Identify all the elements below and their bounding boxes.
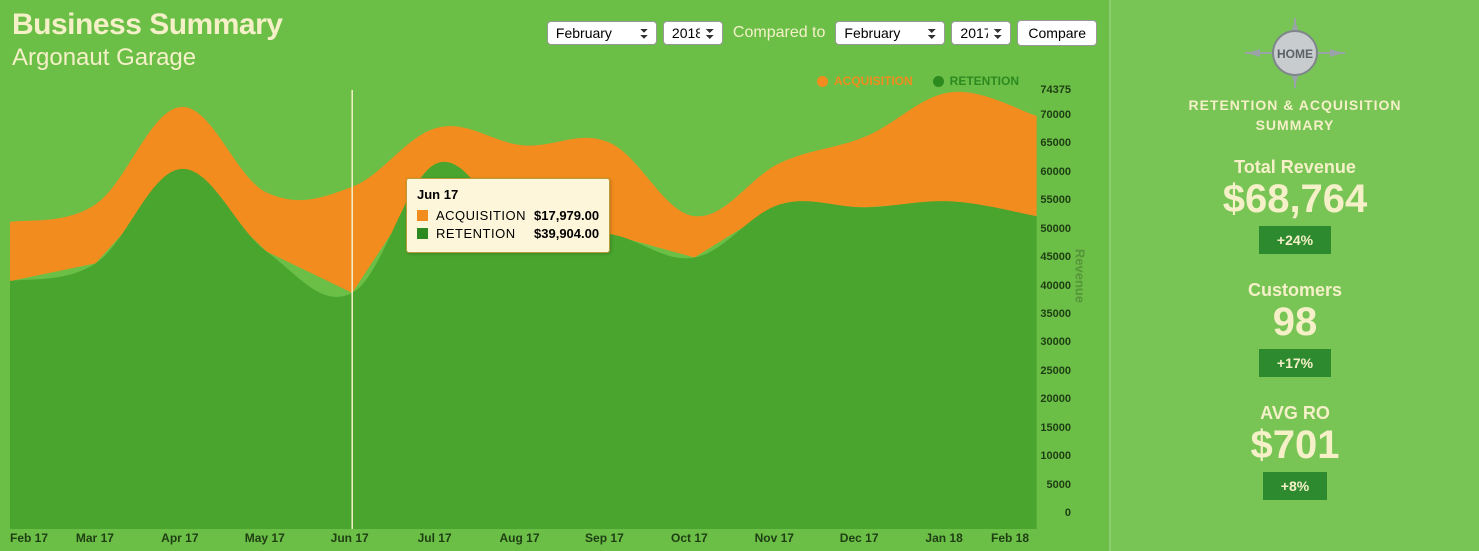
legend-retention[interactable]: RETENTION [933, 74, 1019, 88]
x-tick-label: Oct 17 [671, 531, 708, 545]
metric-value: $701 [1251, 424, 1340, 466]
y-tick-label: 25000 [1040, 365, 1071, 377]
tooltip-acq-label: ACQUISITION [436, 208, 526, 223]
x-tick-label: Feb 18 [991, 531, 1029, 545]
metric-value: 98 [1248, 301, 1342, 343]
y-tick-label: 0 [1065, 507, 1071, 519]
month-a-select[interactable]: February [547, 21, 657, 45]
year-a-select[interactable]: 2018 [663, 21, 723, 45]
x-tick-label: Sep 17 [585, 531, 624, 545]
main-panel: Business Summary Argonaut Garage Februar… [0, 0, 1109, 551]
area-chart-svg [10, 90, 1097, 529]
compare-controls: February 2018 Compared to February 2017 … [547, 20, 1097, 46]
tooltip-title: Jun 17 [417, 187, 599, 202]
x-tick-label: Mar 17 [76, 531, 114, 545]
metric-customers: Customers 98 +17% [1248, 280, 1342, 377]
circle-icon [933, 76, 944, 87]
metric-avg-ro: AVG RO $701 +8% [1251, 403, 1340, 500]
metric-value: $68,764 [1223, 178, 1368, 220]
y-tick-label: 55000 [1040, 194, 1071, 206]
y-tick-label: 35000 [1040, 308, 1071, 320]
metric-badge: +24% [1259, 226, 1331, 254]
y-tick-label: 20000 [1040, 393, 1071, 405]
month-b-select[interactable]: February [835, 21, 945, 45]
x-tick-label: Jul 17 [418, 531, 452, 545]
metric-label: Total Revenue [1223, 157, 1368, 178]
chart-tooltip: Jun 17 ACQUISITION $17,979.00 RETENTION … [406, 178, 610, 253]
summary-heading-line2: SUMMARY [1256, 117, 1335, 133]
x-tick-label: Feb 17 [10, 531, 48, 545]
tooltip-acq-value: $17,979.00 [534, 208, 599, 223]
summary-sidebar: HOME RETENTION & ACQUISITION SUMMARY Tot… [1109, 0, 1479, 551]
tooltip-row-retention: RETENTION $39,904.00 [417, 226, 599, 241]
year-b-select[interactable]: 2017 [951, 21, 1011, 45]
y-tick-label: 45000 [1040, 251, 1071, 263]
x-tick-label: Dec 17 [840, 531, 879, 545]
y-tick-label: 50000 [1040, 223, 1071, 235]
y-tick-label: 40000 [1040, 280, 1071, 292]
circle-icon [817, 76, 828, 87]
tooltip-row-acquisition: ACQUISITION $17,979.00 [417, 208, 599, 223]
svg-text:HOME: HOME [1277, 47, 1313, 61]
x-tick-label: Apr 17 [161, 531, 198, 545]
metric-badge: +8% [1263, 472, 1327, 500]
header-row: Business Summary Argonaut Garage Februar… [12, 8, 1097, 72]
compare-button[interactable]: Compare [1017, 20, 1097, 46]
x-tick-label: Nov 17 [755, 531, 794, 545]
y-tick-label: 5000 [1047, 479, 1071, 491]
legend-retention-label: RETENTION [950, 74, 1019, 88]
page-title: Business Summary [12, 8, 282, 42]
square-icon [417, 210, 428, 221]
metric-label: AVG RO [1251, 403, 1340, 424]
page-subtitle: Argonaut Garage [12, 44, 282, 72]
x-tick-label: May 17 [245, 531, 285, 545]
y-axis-title: Revenue [1072, 248, 1087, 302]
home-logo[interactable]: HOME [1245, 18, 1345, 88]
x-tick-label: Aug 17 [499, 531, 539, 545]
legend-acquisition-label: ACQUISITION [834, 74, 913, 88]
y-tick-label: 10000 [1040, 450, 1071, 462]
y-tick-label: 70000 [1040, 109, 1071, 121]
summary-heading-line1: RETENTION & ACQUISITION [1188, 97, 1401, 113]
chart-legend: ACQUISITION RETENTION [817, 74, 1019, 88]
y-tick-label: 74375 [1040, 84, 1071, 96]
chart-area[interactable] [10, 90, 1097, 529]
x-axis-labels: Feb 17 Mar 17 Apr 17 May 17 Jun 17 Jul 17 Aug … [10, 531, 1029, 547]
metric-badge: +17% [1259, 349, 1331, 377]
metric-total-revenue: Total Revenue $68,764 +24% [1223, 157, 1368, 254]
compared-to-label: Compared to [733, 24, 826, 42]
legend-acquisition[interactable]: ACQUISITION [817, 74, 913, 88]
title-block: Business Summary Argonaut Garage [12, 8, 282, 72]
square-icon [417, 228, 428, 239]
x-tick-label: Jun 17 [331, 531, 369, 545]
metric-label: Customers [1248, 280, 1342, 301]
y-tick-label: 15000 [1040, 422, 1071, 434]
y-tick-label: 65000 [1040, 137, 1071, 149]
compass-home-icon: HOME [1245, 18, 1345, 88]
summary-heading: RETENTION & ACQUISITION SUMMARY [1188, 96, 1401, 135]
y-tick-label: 60000 [1040, 166, 1071, 178]
y-tick-label: 30000 [1040, 336, 1071, 348]
y-axis-labels: 0500010000150002000025000300003500040000… [1029, 90, 1071, 513]
x-tick-label: Jan 18 [925, 531, 962, 545]
tooltip-ret-label: RETENTION [436, 226, 526, 241]
tooltip-ret-value: $39,904.00 [534, 226, 599, 241]
